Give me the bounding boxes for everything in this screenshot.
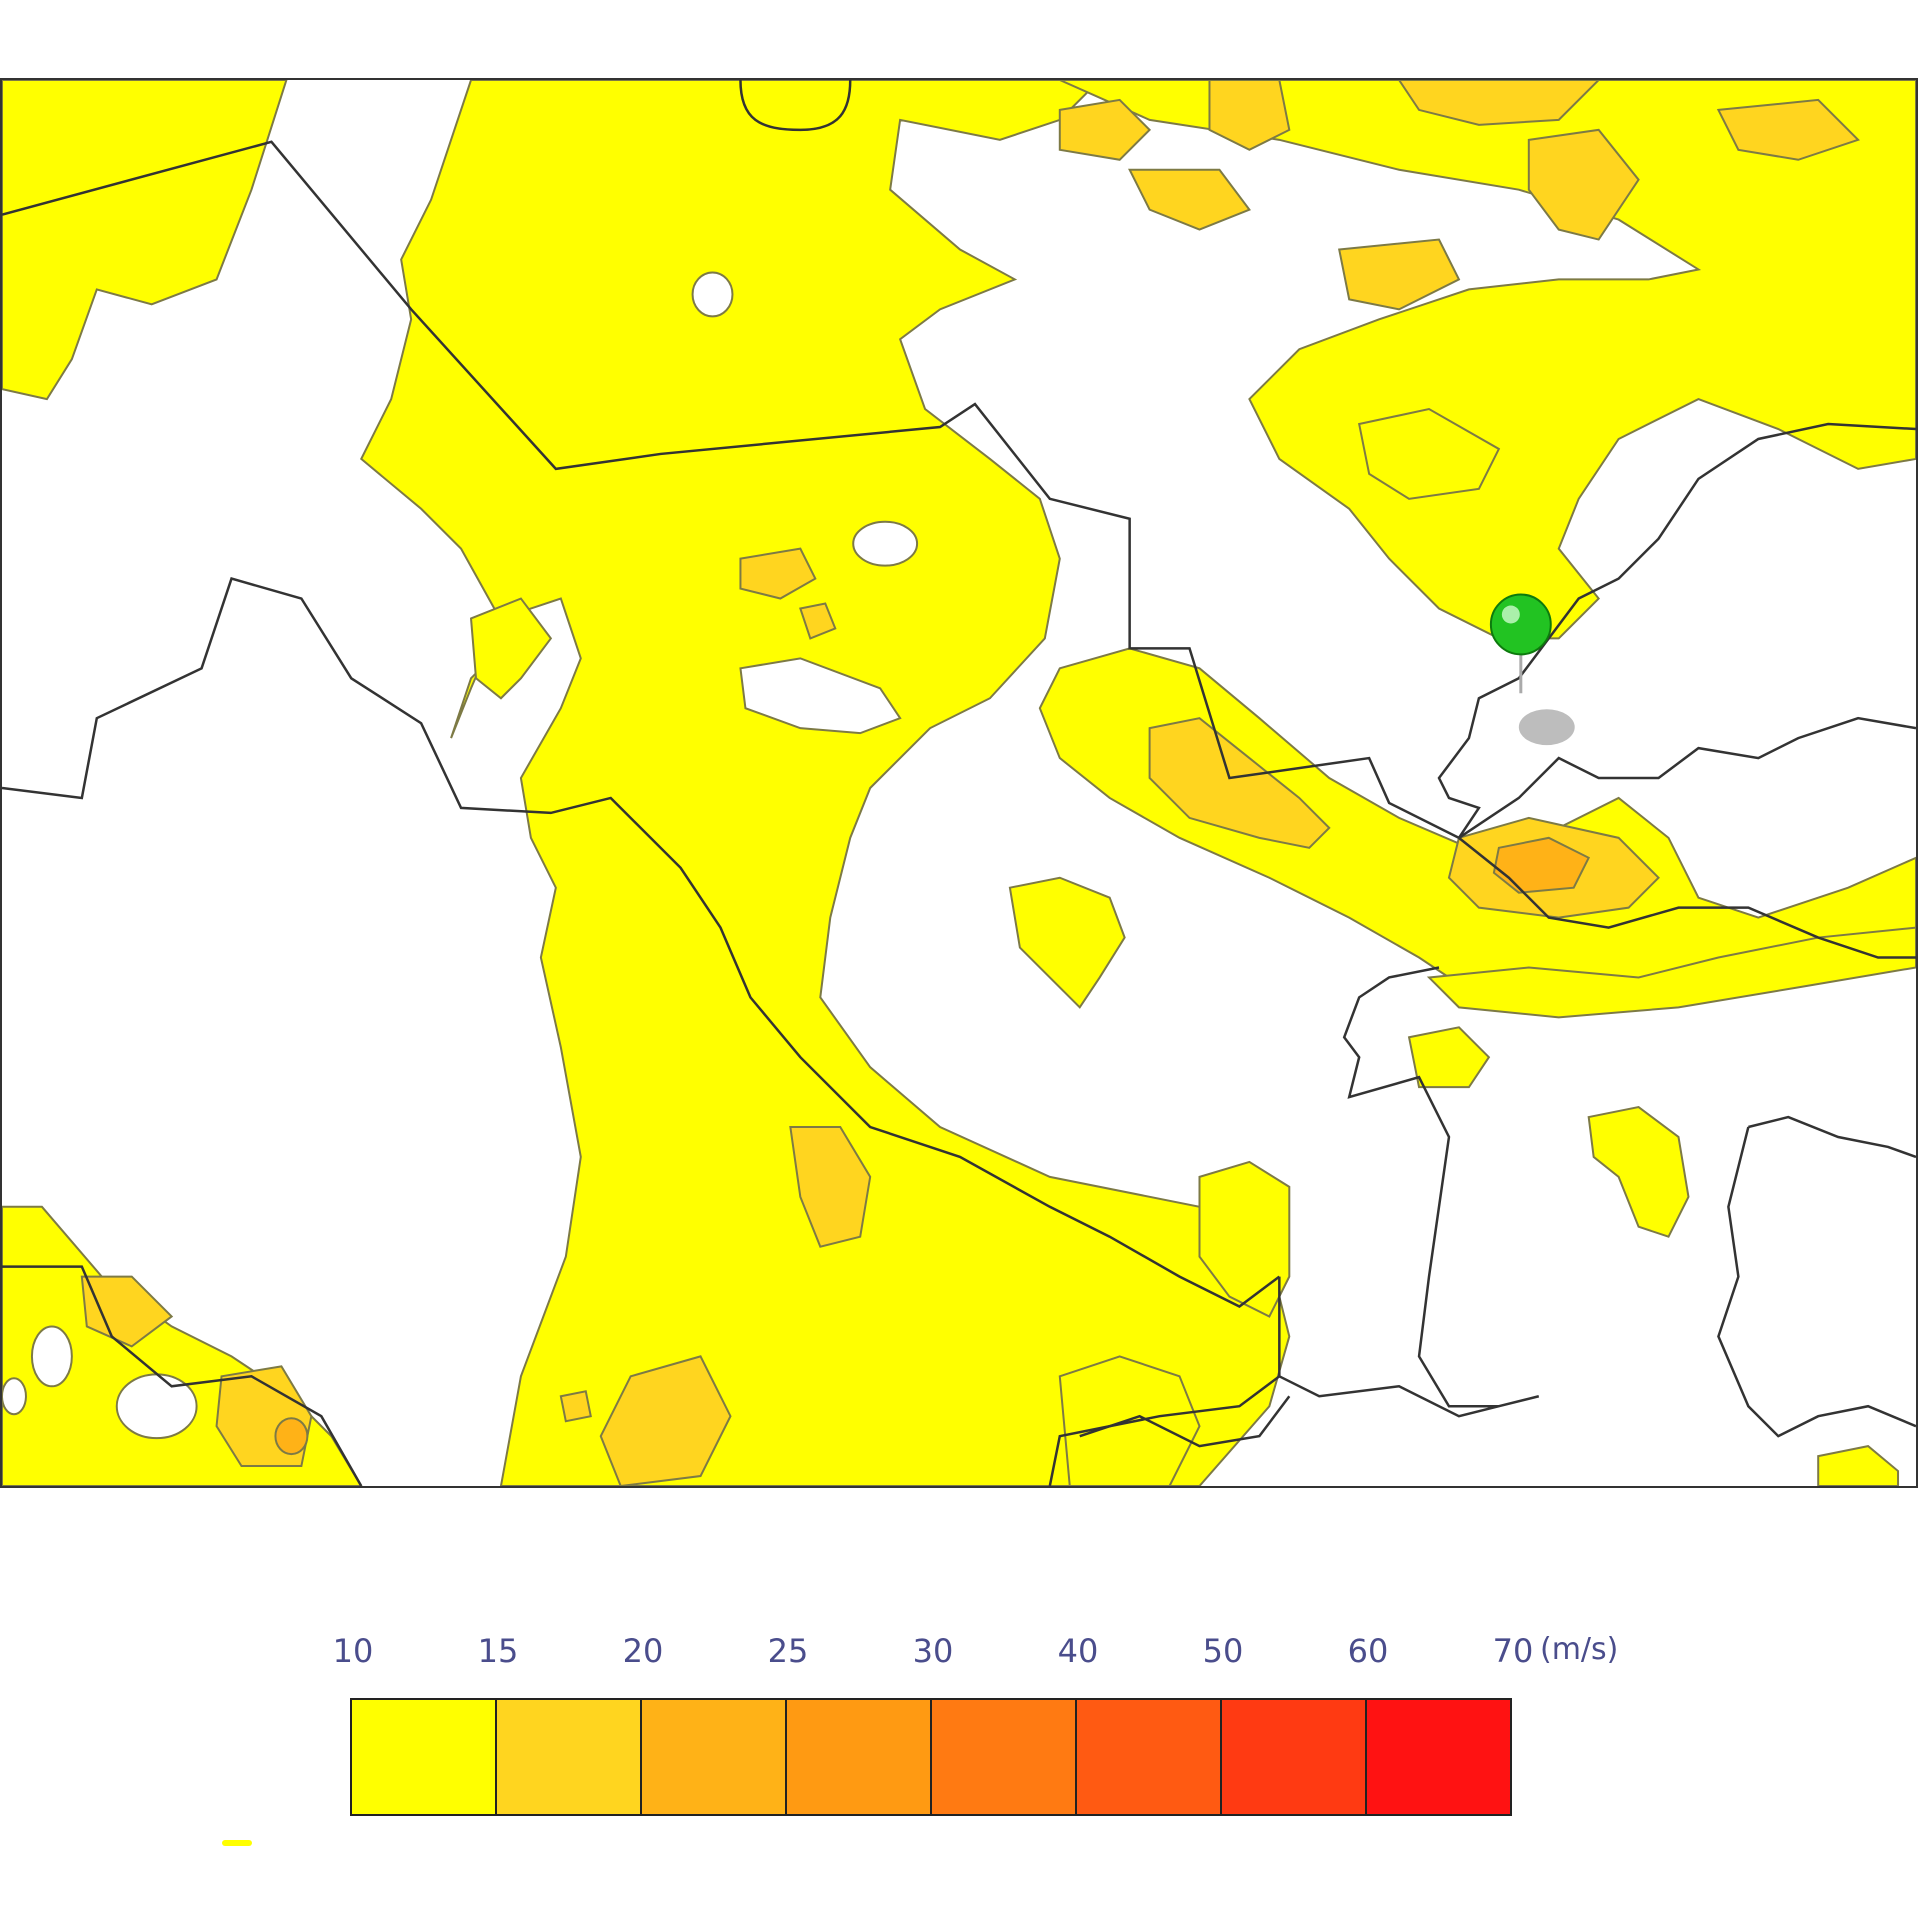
region-mid-west-arm [469, 597, 553, 700]
legend-swatch-40-50 [1075, 1698, 1222, 1816]
legend-tick: 70 [1492, 1632, 1534, 1670]
border-2 [2, 577, 1281, 1308]
wind-band-20-25 [274, 836, 1591, 1456]
region-northeast-band [1059, 80, 1916, 640]
stray-mark [222, 1840, 252, 1846]
border-12 [739, 80, 852, 132]
core-1 [1492, 836, 1591, 894]
orange-3 [1128, 168, 1251, 231]
pin-shadow [1518, 709, 1575, 746]
low-wind-holes [2, 271, 919, 1440]
orange-2 [1208, 80, 1291, 151]
region-se-corner [1817, 1445, 1900, 1486]
wind-band-15-20 [80, 80, 1860, 1486]
country-borders [2, 80, 1916, 1486]
legend-tick: 25 [767, 1632, 809, 1670]
legend-tick: 60 [1347, 1632, 1389, 1670]
orange-12 [789, 1126, 872, 1248]
orange-9 [799, 602, 837, 640]
orange-16 [559, 1390, 592, 1423]
region-center-blob [1008, 876, 1126, 1009]
hole-2 [739, 657, 902, 735]
border-3 [1048, 1276, 1281, 1486]
orange-7 [1716, 98, 1860, 161]
border-11 [2, 1265, 363, 1486]
legend-swatch-30-40 [930, 1698, 1077, 1816]
region-se-blob [1587, 1106, 1690, 1238]
region-ne-patch [1357, 408, 1501, 500]
region-east-small-1 [1407, 1026, 1491, 1089]
orange-10 [1148, 717, 1331, 849]
border-8 [1342, 966, 1499, 1408]
legend-tick: 50 [1202, 1632, 1244, 1670]
region-nw [2, 80, 288, 401]
legend-swatch-50-60 [1220, 1698, 1367, 1816]
orange-8 [739, 547, 817, 600]
border-5 [1437, 422, 1916, 839]
wind-band-10-15 [2, 80, 1916, 1486]
legend-swatch-60-70 [1365, 1698, 1512, 1816]
border-10 [1717, 1126, 1916, 1438]
legend-tick: 30 [912, 1632, 954, 1670]
map-panel [0, 78, 1918, 1488]
orange-13 [599, 1355, 732, 1486]
orange-4 [1397, 80, 1601, 126]
core-2 [274, 1417, 309, 1456]
orange-5 [1527, 128, 1640, 241]
location-pin-icon[interactable] [1489, 593, 1575, 746]
hole-6 [2, 1377, 27, 1416]
legend-units: (m/s) [1540, 1632, 1619, 1667]
border-9 [1748, 1115, 1916, 1159]
orange-1 [1058, 98, 1152, 161]
pin-head [1489, 593, 1552, 656]
legend-swatch-15-20 [495, 1698, 642, 1816]
legend-swatch-20-25 [640, 1698, 787, 1816]
wind-speed-map [2, 80, 1916, 1486]
orange-6 [1338, 238, 1461, 311]
region-east-lower-jet [1426, 926, 1916, 1019]
border-1 [2, 140, 1460, 839]
legend-tick: 40 [1057, 1632, 1099, 1670]
hole-3 [691, 271, 734, 318]
border-13 [1079, 1395, 1291, 1448]
legend-swatch-25-30 [785, 1698, 932, 1816]
hole-4 [30, 1325, 73, 1388]
legend-tick: 20 [622, 1632, 664, 1670]
color-legend: 10 15 20 25 30 40 50 60 70 (m/s) [330, 1620, 1630, 1840]
legend-tick: 15 [477, 1632, 519, 1670]
legend-tick: 10 [332, 1632, 374, 1670]
legend-swatch-10-15 [350, 1698, 497, 1816]
region-east-jet [1038, 647, 1916, 1009]
border-4 [1278, 1375, 1540, 1418]
pin-highlight [1501, 605, 1520, 624]
border-6 [1458, 716, 1916, 839]
border-7 [1458, 836, 1916, 959]
hole-1 [852, 520, 919, 567]
orange-14 [80, 1275, 174, 1348]
